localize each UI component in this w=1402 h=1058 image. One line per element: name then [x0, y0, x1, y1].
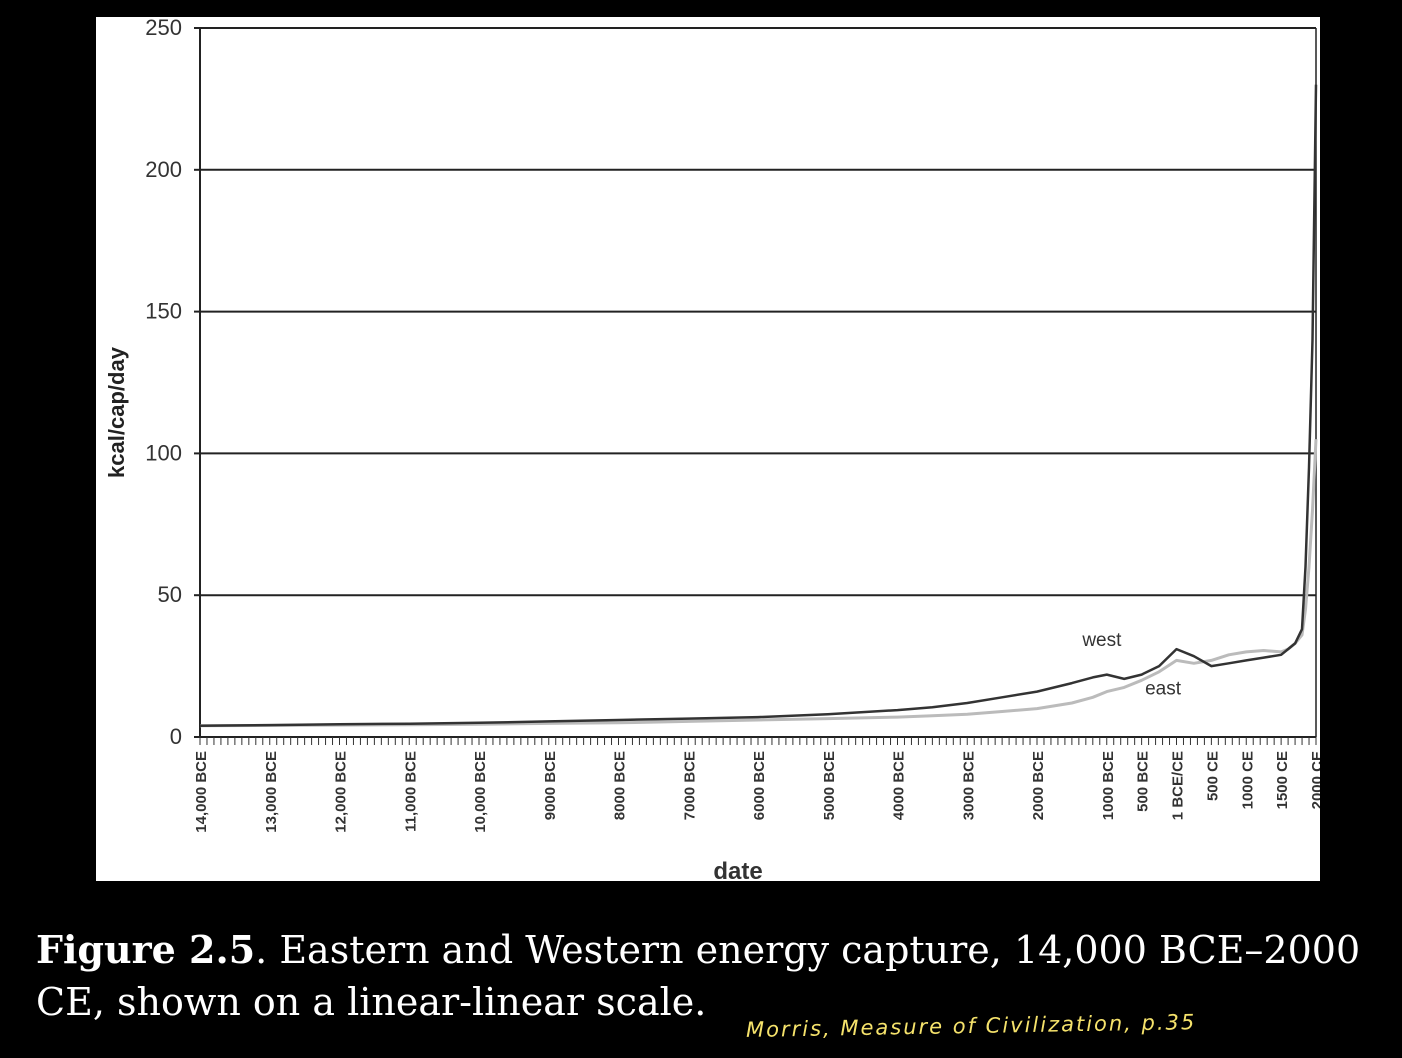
x-tick-label: 11,000 BCE — [402, 751, 419, 832]
y-tick-label: 200 — [145, 157, 182, 182]
series-line-west — [199, 84, 1318, 727]
x-tick-label: 7000 BCE — [681, 751, 698, 820]
series-label-west: west — [1081, 630, 1122, 651]
x-tick-label: 3000 BCE — [960, 751, 977, 820]
x-tick-label: 5000 BCE — [821, 751, 838, 820]
x-tick-label: 14,000 BCE — [193, 751, 210, 833]
series-label-east: east — [1145, 678, 1182, 699]
y-tick-label: 100 — [145, 440, 182, 465]
x-tick-label: 2000 CE — [1309, 751, 1320, 809]
x-tick-label: 500 CE — [1204, 751, 1221, 801]
figure-caption: Figure 2.5. Eastern and Western energy c… — [36, 924, 1376, 1028]
x-tick-label: 13,000 BCE — [263, 751, 280, 833]
x-tick-label: 1000 CE — [1239, 751, 1256, 809]
x-tick-label: 6000 BCE — [751, 751, 768, 820]
x-tick-label: 500 BCE — [1135, 751, 1152, 812]
y-axis-title: kcal/cap/day — [104, 346, 129, 478]
x-tick-label: 12,000 BCE — [333, 751, 350, 833]
y-tick-label: 250 — [145, 17, 182, 40]
x-axis-title: date — [713, 858, 762, 881]
y-tick-label: 0 — [170, 724, 182, 749]
y-tick-label: 150 — [145, 299, 182, 324]
x-tick-label: 10,000 BCE — [472, 751, 489, 833]
x-tick-label: 8000 BCE — [612, 751, 629, 820]
figure-number: Figure 2.5 — [36, 927, 256, 972]
x-tick-label: 1 BCE/CE — [1170, 751, 1187, 820]
x-tick-label: 1500 CE — [1274, 751, 1291, 809]
chart-panel: 0 50 100 150 200 250 14,000 BCE 13,000 BCE 12,00… — [96, 17, 1320, 881]
y-tick-label: 50 — [158, 582, 182, 607]
caption-text: . Eastern and Western energy capture, 14… — [36, 928, 1361, 1024]
line-chart: 0 50 100 150 200 250 14,000 BCE 13,000 BCE 12,00… — [104, 17, 1320, 881]
x-tick-label: 1000 BCE — [1100, 751, 1117, 820]
x-tick-label: 9000 BCE — [542, 751, 559, 820]
x-tick-label: 2000 BCE — [1030, 751, 1047, 820]
x-tick-label: 4000 BCE — [891, 751, 908, 820]
